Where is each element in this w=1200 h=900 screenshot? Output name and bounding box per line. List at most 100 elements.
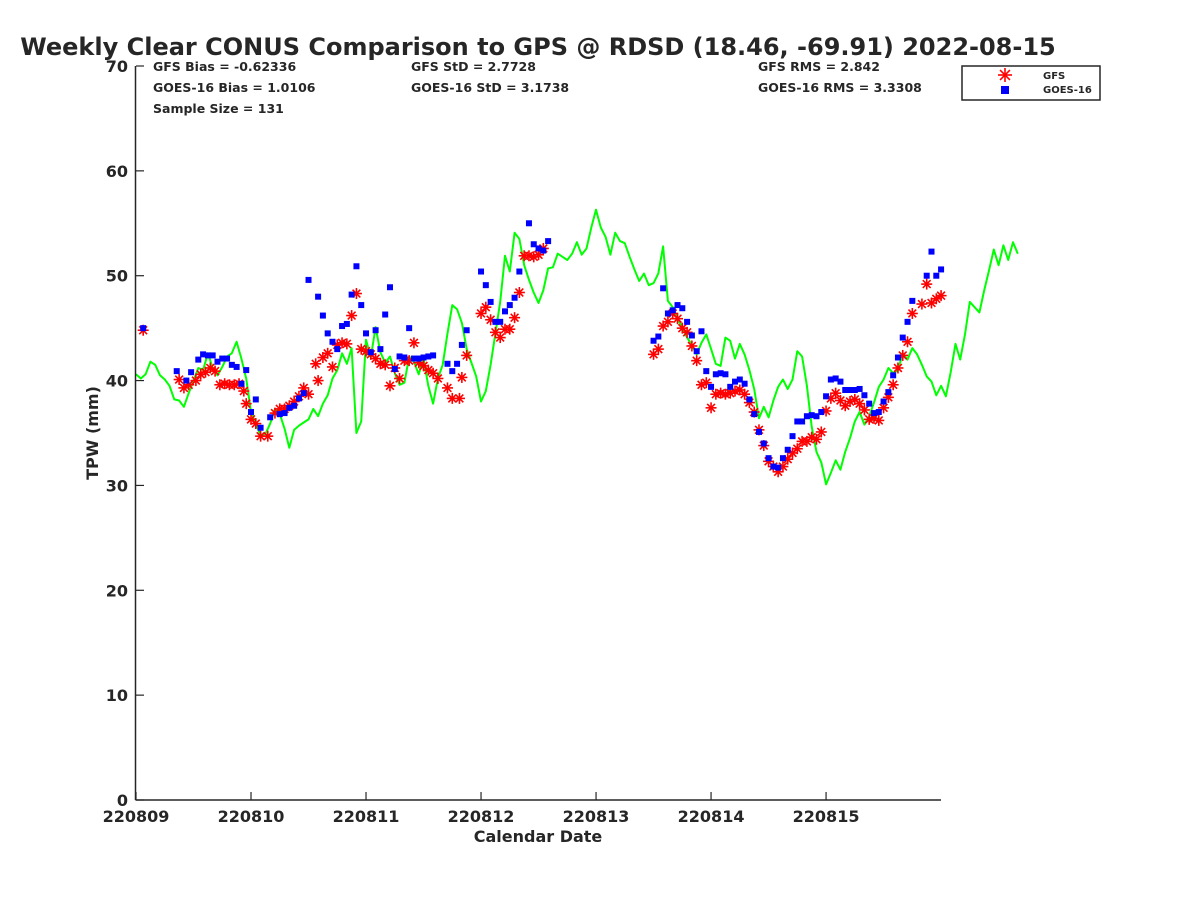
goes16-point (204, 352, 211, 359)
gfs-point (892, 362, 904, 374)
gps-series-line (135, 208, 1019, 486)
x-axis-label: Calendar Date (474, 827, 603, 846)
goes16-point (315, 293, 322, 300)
gfs-point (691, 355, 703, 367)
goes16-point (727, 383, 734, 390)
goes16-point (183, 377, 190, 384)
x-tick-label: 220812 (448, 807, 515, 826)
goes16-point (933, 272, 940, 279)
y-tick-label: 10 (106, 686, 128, 705)
goes16-point (329, 338, 336, 345)
goes16-point (343, 320, 350, 327)
gfs-point (255, 430, 267, 442)
sample-size-stat: Sample Size = 131 (153, 101, 284, 116)
goes16-point (856, 385, 863, 392)
goes16-point (664, 310, 671, 317)
goes16-point (238, 380, 245, 387)
goes16-point (851, 387, 858, 394)
goes16-point (188, 369, 195, 376)
goes16-point (808, 412, 815, 419)
goes16-point (248, 409, 255, 416)
x-tick-label: 220813 (563, 807, 630, 826)
goes16-point (832, 375, 839, 382)
goes16-point (794, 418, 801, 425)
gfs-point (322, 347, 334, 359)
goes16-point (655, 333, 662, 340)
gfs-point (662, 316, 674, 328)
goes16-point (938, 266, 945, 273)
goes16-point (334, 346, 341, 353)
gfs-point (921, 278, 933, 290)
goes16-point (837, 378, 844, 385)
legend-gfs-label: GFS (1043, 71, 1065, 82)
gfs-point (810, 433, 822, 445)
goes16-point (540, 247, 547, 254)
goes16-point (866, 400, 873, 407)
y-tick-label: 70 (106, 57, 128, 76)
goes16-point (751, 411, 758, 418)
gfs-std-stat: GFS StD = 2.7728 (411, 59, 536, 74)
gfs-point (446, 392, 458, 404)
goes16-point (669, 307, 676, 314)
goes16-point (688, 332, 695, 339)
goes-rms-stat: GOES-16 RMS = 3.3308 (758, 80, 922, 95)
gfs-point (854, 398, 866, 410)
goes16-point (286, 404, 293, 411)
y-tick-label: 0 (117, 791, 128, 810)
goes16-point (803, 413, 810, 420)
goes16-point (444, 360, 451, 367)
goes16-point (679, 305, 686, 312)
goes-std-stat: GOES-16 StD = 3.1738 (411, 80, 569, 95)
gfs-point (791, 443, 803, 455)
gfs-point (238, 385, 250, 397)
gfs-point (858, 404, 870, 416)
goes16-point (401, 354, 408, 361)
goes16-point (909, 297, 916, 304)
goes16-point (765, 455, 772, 462)
gfs-point (815, 426, 827, 438)
goes16-point (487, 298, 494, 305)
goes16-point (847, 387, 854, 394)
goes16-point (209, 352, 216, 359)
gfs-point (173, 374, 185, 386)
y-axis-ticks: 0 10 20 30 40 50 60 70 (106, 57, 144, 810)
gfs-point (906, 307, 918, 319)
goes16-point (875, 409, 882, 416)
goes16-point (722, 371, 729, 378)
x-tick-label: 220811 (333, 807, 400, 826)
goes16-point (406, 325, 413, 332)
gfs-point (262, 430, 274, 442)
goes16-point (492, 318, 499, 325)
goes16-point (219, 355, 226, 362)
goes16-point (880, 398, 887, 405)
goes16-point (140, 325, 147, 332)
goes16-point (899, 334, 906, 341)
goes16-point (693, 348, 700, 355)
goes16-point (173, 368, 180, 375)
goes16-point (358, 302, 365, 309)
goes16-point (305, 276, 312, 283)
gfs-point (408, 337, 420, 349)
goes16-point (224, 355, 231, 362)
gfs-point (346, 310, 358, 322)
goes16-point (511, 294, 518, 301)
legend-gfs-marker (998, 68, 1012, 82)
gfs-point (705, 402, 717, 414)
gfs-point (916, 298, 928, 310)
goes16-point (497, 318, 504, 325)
gfs-point (461, 349, 473, 361)
goes16-point (755, 428, 762, 435)
x-tick-label: 220814 (678, 807, 745, 826)
gfs-point (509, 312, 521, 324)
gfs-point (326, 361, 338, 373)
goes16-point (928, 248, 935, 255)
goes16-point (732, 378, 739, 385)
goes16-point (367, 349, 374, 356)
gfs-point (312, 375, 324, 387)
x-axis-ticks: 220809 220810 220811 220812 220813 220814 2208… (103, 792, 859, 826)
goes16-point (894, 354, 901, 361)
goes16-point (530, 241, 537, 248)
goes16-point (478, 268, 485, 275)
goes16-point (295, 395, 302, 402)
